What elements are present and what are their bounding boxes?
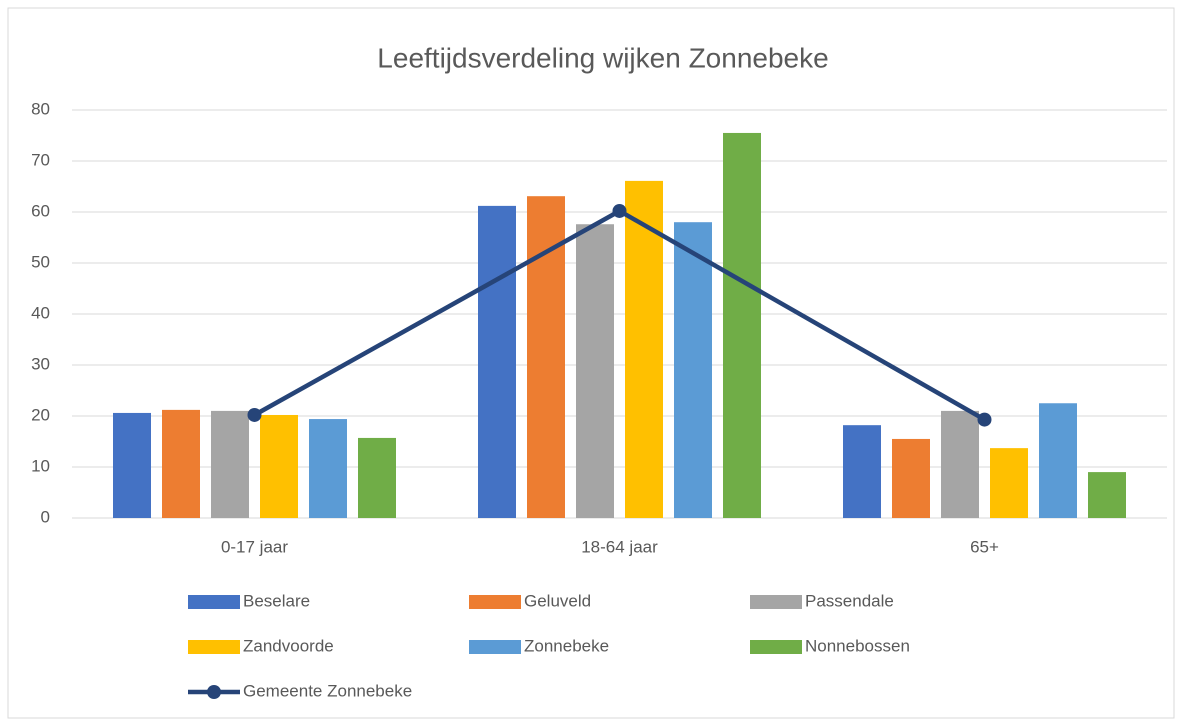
bar [358, 437, 396, 518]
chart-title: Leeftijdsverdeling wijken Zonnebeke [377, 42, 828, 73]
bar [478, 205, 516, 518]
bar [843, 425, 881, 518]
line-marker [977, 412, 992, 427]
legend-label: Nonnebossen [805, 636, 910, 655]
y-tick-label: 70 [31, 150, 50, 169]
bar [1088, 472, 1126, 518]
legend-swatch [750, 595, 802, 609]
legend-label: Geluveld [524, 591, 591, 610]
bar [723, 132, 761, 518]
legend-label: Gemeente Zonnebeke [243, 681, 412, 700]
bar [576, 224, 614, 519]
bar [113, 412, 151, 518]
y-tick-label: 50 [31, 252, 50, 271]
bar [1039, 403, 1077, 518]
bar [162, 409, 200, 518]
bar [941, 410, 979, 518]
bar [674, 222, 712, 518]
y-tick-label: 80 [31, 99, 50, 118]
bar [990, 448, 1028, 518]
y-tick-label: 60 [31, 201, 50, 220]
legend-label: Beselare [243, 591, 310, 610]
x-tick-label: 18-64 jaar [581, 537, 658, 556]
y-tick-label: 30 [31, 354, 50, 373]
bar [211, 410, 249, 518]
legend-swatch [469, 595, 521, 609]
legend-swatch [469, 640, 521, 654]
legend-swatch [188, 595, 240, 609]
y-tick-label: 20 [31, 405, 50, 424]
x-tick-label: 0-17 jaar [221, 537, 288, 556]
y-tick-label: 0 [41, 507, 50, 526]
legend-marker [207, 685, 221, 699]
legend-swatch [188, 640, 240, 654]
legend-label: Zandvoorde [243, 636, 334, 655]
legend-label: Passendale [805, 591, 894, 610]
bar [625, 180, 663, 518]
bar [309, 419, 347, 518]
bar [260, 414, 298, 518]
bar [892, 438, 930, 518]
legend-label: Zonnebeke [524, 636, 609, 655]
y-tick-label: 40 [31, 303, 50, 322]
y-tick-label: 10 [31, 456, 50, 475]
line-marker [247, 407, 262, 422]
line-marker [612, 203, 627, 218]
x-tick-label: 65+ [970, 537, 999, 556]
legend-swatch [750, 640, 802, 654]
